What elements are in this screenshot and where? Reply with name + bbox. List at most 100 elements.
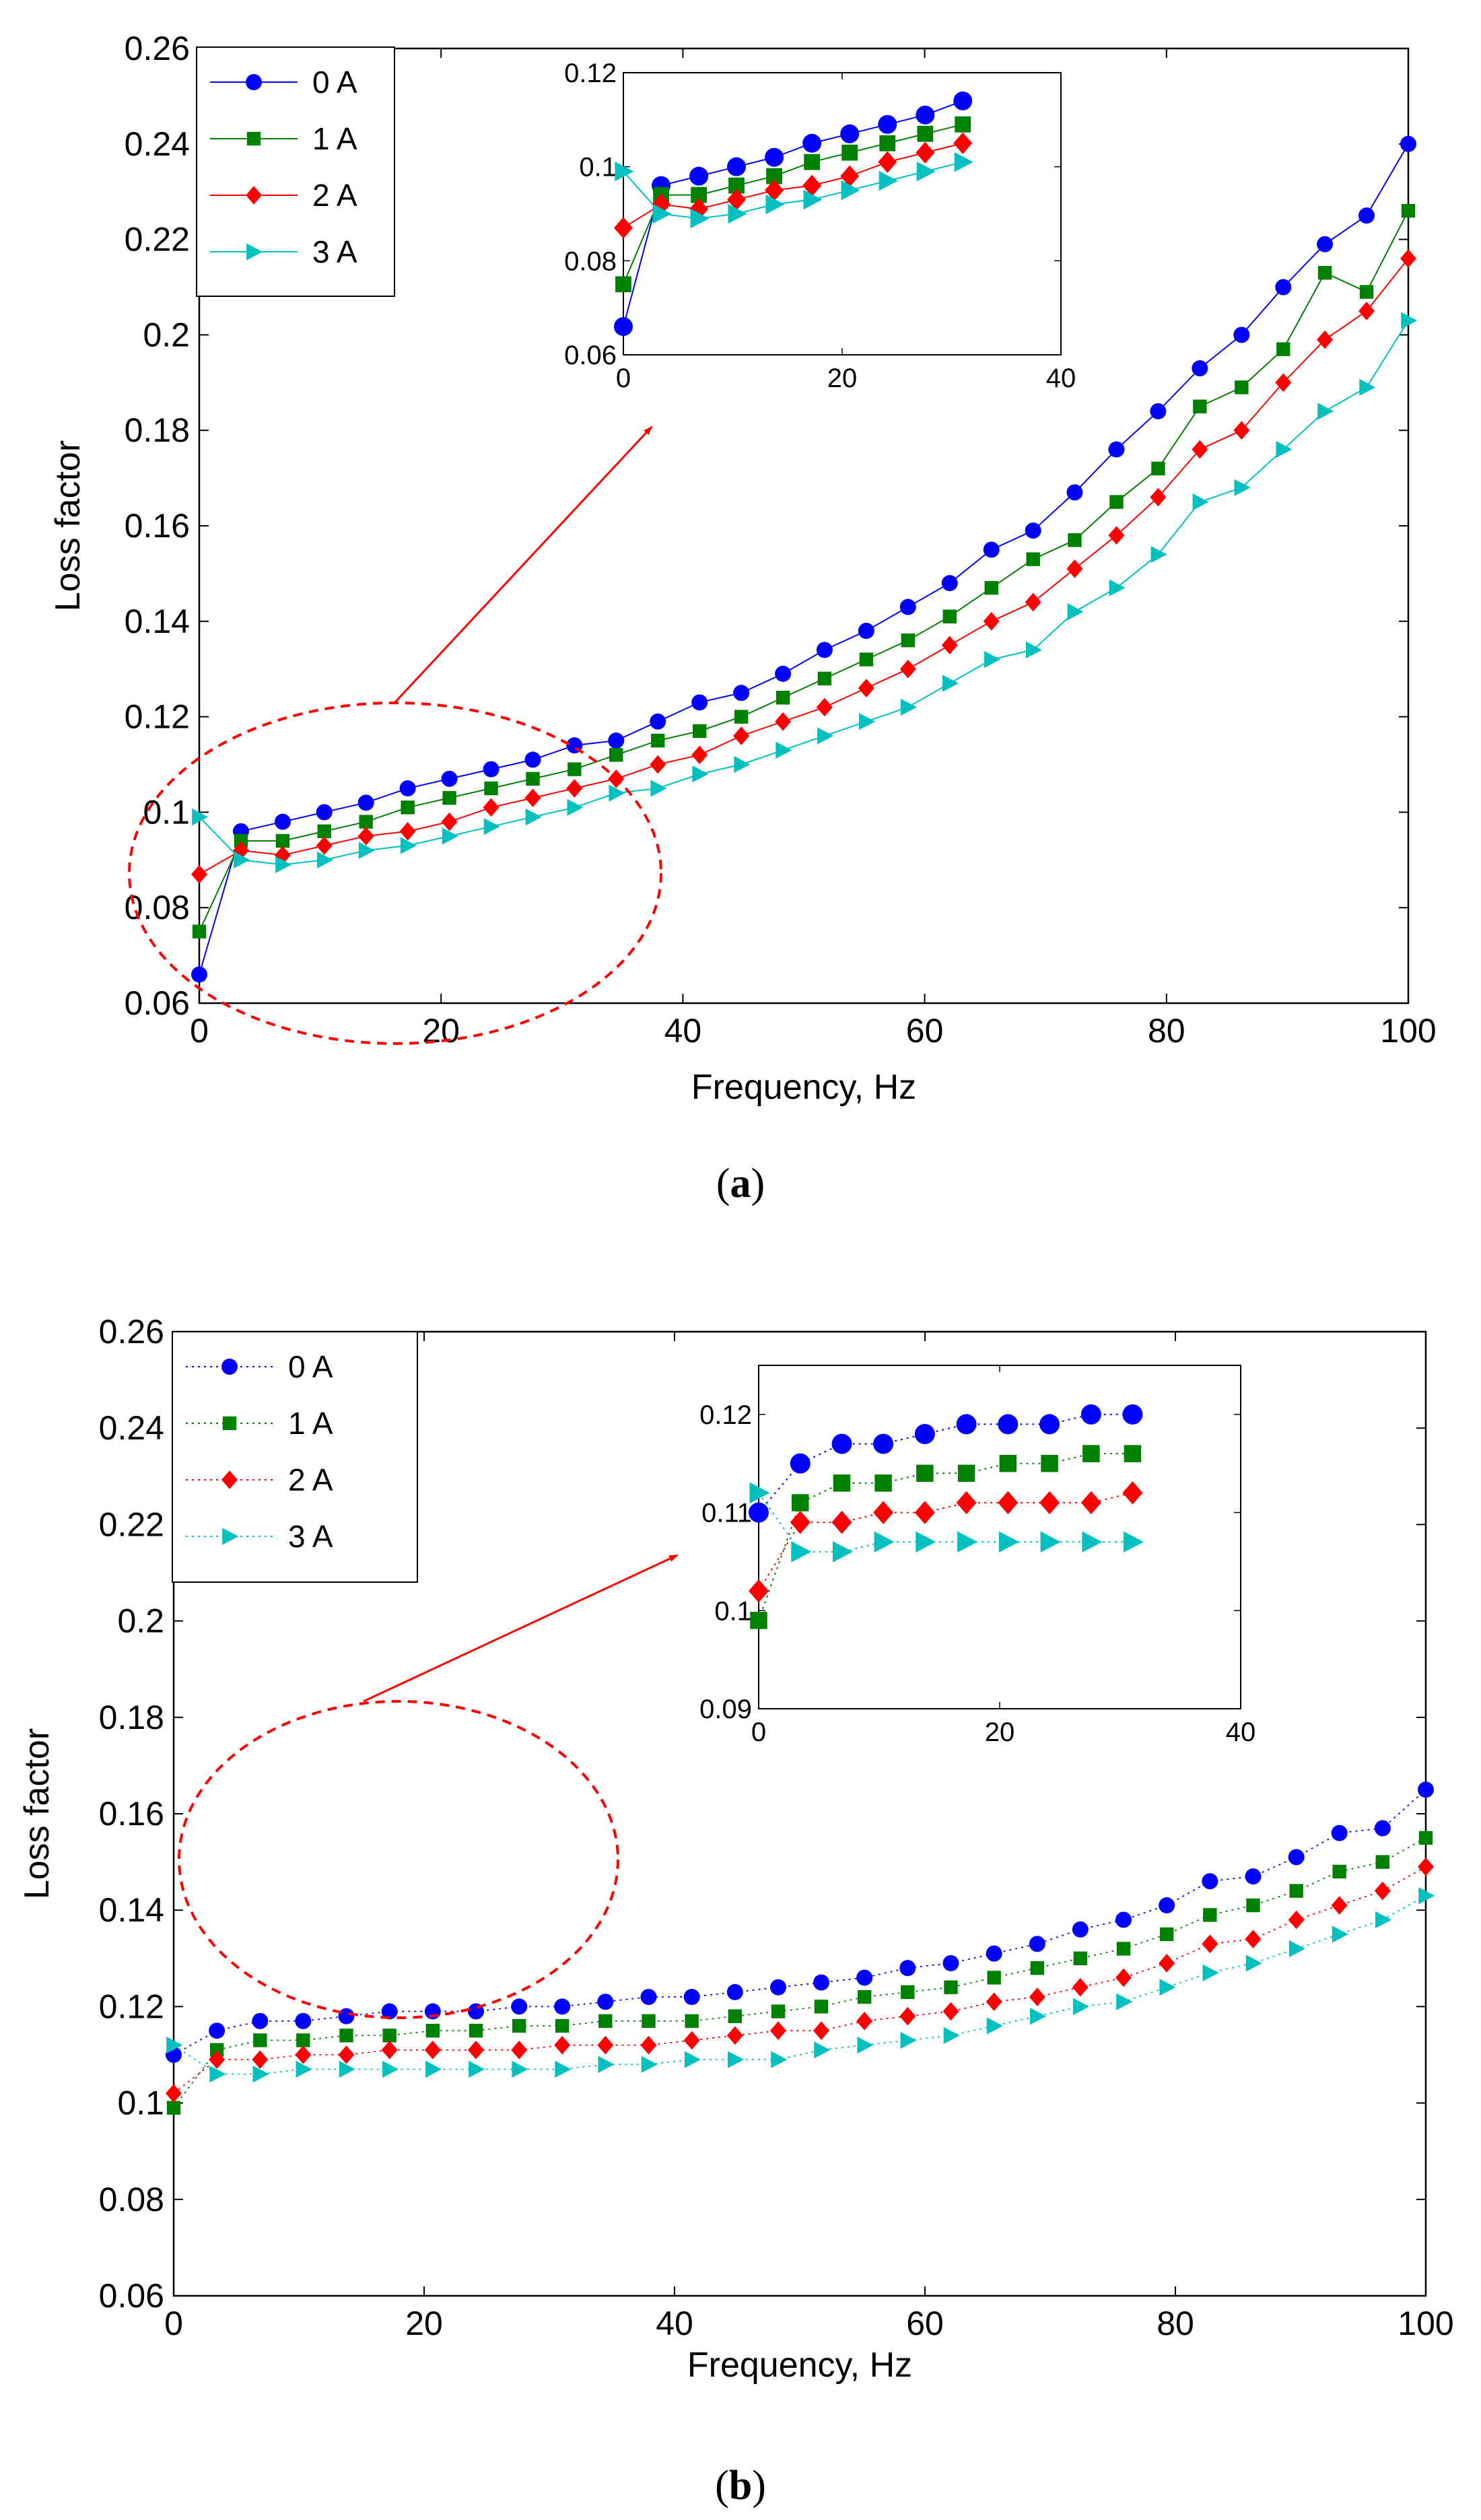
inset-point-3-5 <box>957 1531 978 1553</box>
inset-point-0-0 <box>614 317 633 337</box>
point-2-14 <box>770 2021 787 2040</box>
inset-point-0-7 <box>1039 1414 1060 1435</box>
inset-plot-area <box>623 72 1062 355</box>
point-2-13 <box>733 726 750 745</box>
point-1-16 <box>857 1989 872 2004</box>
point-1-8 <box>512 2018 526 2033</box>
point-2-3 <box>316 836 333 855</box>
y-tick-label: 0.22 <box>99 1505 164 1543</box>
inset-point-1-6 <box>841 144 858 161</box>
point-3-16 <box>859 713 876 730</box>
point-0-1 <box>209 2022 226 2039</box>
point-1-19 <box>987 1971 1001 1985</box>
inset-x-tick-label: 20 <box>985 1717 1015 1747</box>
caption-a: (a) <box>716 1161 765 1206</box>
x-tick-label: 40 <box>664 1012 702 1050</box>
inset-point-3-9 <box>1123 1531 1144 1553</box>
point-2-1 <box>209 2050 226 2069</box>
inset-point-2-7 <box>1039 1491 1060 1515</box>
point-0-17 <box>899 599 916 615</box>
inset-point-2-3 <box>873 1501 894 1524</box>
inset-point-2-8 <box>1080 1491 1101 1515</box>
chart-b: 0 20 40 60 80 100 0.06 0.08 0.1 0.12 0.14 0.16 0.18 0… <box>18 1313 1454 2385</box>
point-1-2 <box>275 833 290 848</box>
point-3-15 <box>817 727 834 745</box>
inset-point-2-2 <box>831 1510 852 1534</box>
point-0-18 <box>942 1954 959 1971</box>
point-0-19 <box>986 1945 1002 1962</box>
point-3-23 <box>1150 545 1167 564</box>
point-0-28 <box>1374 1820 1391 1837</box>
point-3-21 <box>1067 603 1084 621</box>
point-0-16 <box>858 622 874 639</box>
inset-point-1-6 <box>999 1454 1017 1472</box>
point-1-7 <box>484 781 498 796</box>
legend-label-3: 3 A <box>312 234 357 269</box>
point-1-28 <box>1359 285 1374 299</box>
inset-point-1-5 <box>957 1464 975 1483</box>
point-1-5 <box>401 801 415 815</box>
point-1-12 <box>685 2014 699 2029</box>
point-1-18 <box>944 1980 958 1994</box>
point-2-2 <box>252 2050 269 2069</box>
point-0-17 <box>899 1960 916 1977</box>
point-2-11 <box>650 755 666 774</box>
inset-y-tick-label: 0.12 <box>699 1400 752 1430</box>
y-tick-label: 0.16 <box>99 1795 164 1833</box>
point-3-14 <box>771 2051 788 2068</box>
y-tick-label: 0.06 <box>125 984 190 1022</box>
point-3-23 <box>1159 1979 1176 1996</box>
point-1-15 <box>817 671 832 686</box>
point-3-12 <box>684 2051 701 2068</box>
point-3-28 <box>1359 378 1376 396</box>
inset-series-line-1 <box>623 123 963 285</box>
inset-point-3-0 <box>615 161 634 182</box>
point-0-19 <box>983 541 1000 558</box>
point-2-26 <box>1275 373 1292 393</box>
legend-marker-3 <box>246 243 263 261</box>
point-3-2 <box>252 2066 269 2083</box>
inset-chart: 0 20 40 0.06 0.08 0.1 0.12 <box>564 59 1076 393</box>
point-2-15 <box>813 2021 829 2040</box>
point-1-9 <box>567 762 582 776</box>
inset-point-2-7 <box>878 151 897 173</box>
x-axis-label: Frequency, Hz <box>687 2346 912 2385</box>
inset-point-2-9 <box>953 132 973 154</box>
x-tick-label: 0 <box>190 1012 209 1050</box>
point-2-22 <box>1115 1968 1132 1987</box>
point-0-3 <box>295 2012 312 2029</box>
point-2-4 <box>357 827 374 846</box>
point-0-27 <box>1331 1825 1348 1841</box>
point-2-28 <box>1358 302 1375 320</box>
y-tick-label: 0.24 <box>125 125 190 163</box>
point-1-20 <box>1026 552 1040 566</box>
inset-point-1-7 <box>1041 1454 1058 1472</box>
point-0-13 <box>733 685 750 702</box>
inset-x-tick-label: 0 <box>616 364 631 393</box>
inset-point-2-1 <box>790 1510 811 1534</box>
point-2-9 <box>566 779 583 798</box>
y-tick-label: 0.08 <box>125 889 190 926</box>
point-2-25 <box>1245 1930 1262 1948</box>
point-0-23 <box>1159 1897 1175 1914</box>
y-tick-label: 0.26 <box>125 30 190 67</box>
point-0-26 <box>1288 1849 1305 1866</box>
point-1-9 <box>555 2018 570 2033</box>
point-0-24 <box>1202 1873 1218 1890</box>
point-0-26 <box>1275 279 1292 296</box>
legend-marker-3 <box>222 1528 239 1545</box>
x-tick-label: 20 <box>405 2305 443 2342</box>
point-2-3 <box>295 2045 312 2064</box>
y-tick-label: 0.08 <box>99 2181 164 2218</box>
inset-series-line-0 <box>623 100 963 327</box>
point-1-13 <box>734 710 749 724</box>
inset-point-0-5 <box>956 1414 977 1435</box>
inset-point-3-3 <box>728 203 747 224</box>
y-tick-label: 0.24 <box>99 1409 164 1447</box>
y-tick-label: 0.06 <box>99 2277 164 2315</box>
inset-y-tick-label: 0.12 <box>564 59 617 88</box>
legend-marker-2 <box>246 186 262 205</box>
point-2-19 <box>986 1992 1002 2012</box>
point-1-27 <box>1332 1864 1346 1879</box>
point-3-7 <box>469 2060 485 2078</box>
